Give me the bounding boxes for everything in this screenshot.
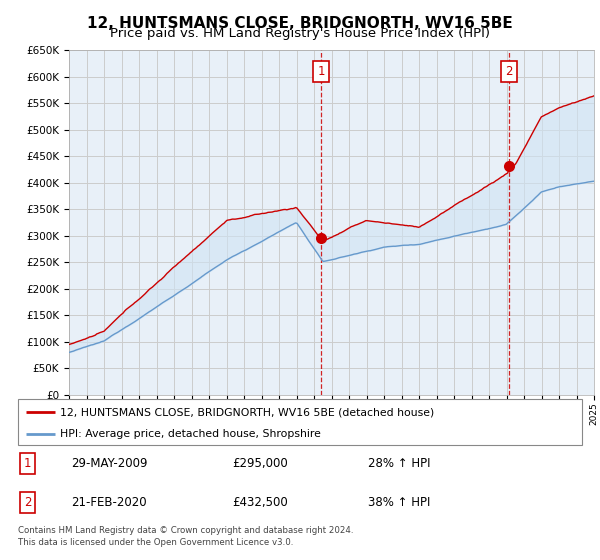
FancyBboxPatch shape [18,399,582,445]
Text: 2: 2 [505,65,512,78]
Text: £295,000: £295,000 [232,457,288,470]
Text: 38% ↑ HPI: 38% ↑ HPI [368,496,430,509]
Text: 1: 1 [23,457,31,470]
Text: 28% ↑ HPI: 28% ↑ HPI [368,457,430,470]
Text: 21-FEB-2020: 21-FEB-2020 [71,496,147,509]
Text: 1: 1 [317,65,325,78]
Text: 12, HUNTSMANS CLOSE, BRIDGNORTH, WV16 5BE (detached house): 12, HUNTSMANS CLOSE, BRIDGNORTH, WV16 5B… [60,407,434,417]
Text: Price paid vs. HM Land Registry's House Price Index (HPI): Price paid vs. HM Land Registry's House … [110,27,490,40]
Text: Contains HM Land Registry data © Crown copyright and database right 2024.: Contains HM Land Registry data © Crown c… [18,526,353,535]
Text: 12, HUNTSMANS CLOSE, BRIDGNORTH, WV16 5BE: 12, HUNTSMANS CLOSE, BRIDGNORTH, WV16 5B… [87,16,513,31]
Text: 29-MAY-2009: 29-MAY-2009 [71,457,148,470]
Text: HPI: Average price, detached house, Shropshire: HPI: Average price, detached house, Shro… [60,429,321,439]
Text: 2: 2 [23,496,31,509]
Text: £432,500: £432,500 [232,496,288,509]
Text: This data is licensed under the Open Government Licence v3.0.: This data is licensed under the Open Gov… [18,538,293,547]
